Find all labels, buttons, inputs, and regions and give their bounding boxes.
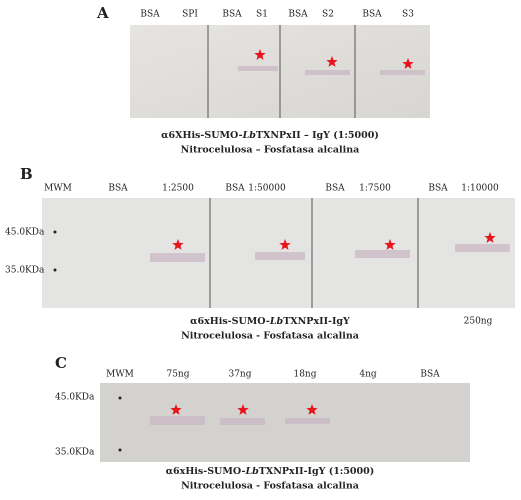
- lane-label: 37ng: [228, 370, 251, 380]
- lane-label: MWM: [106, 370, 134, 380]
- caption-italic: Lb: [269, 316, 284, 327]
- lane-label: S2: [322, 10, 334, 20]
- caption-line2: Nitrocelulosa – Fosfatasa alcalina: [181, 145, 360, 156]
- caption-italic: Lb: [244, 466, 259, 477]
- star: [237, 404, 249, 415]
- lane-label: 4ng: [359, 370, 377, 380]
- lane-label: BSA: [325, 184, 345, 194]
- lane-label: 1:50000: [248, 184, 286, 194]
- mw-marker: 35.0KDa: [55, 448, 95, 458]
- lane-label: MWM: [44, 184, 72, 194]
- lane-label: BSA: [108, 184, 128, 194]
- caption-line1: α6xHis-SUMO-LbTXNPxII-IgY (1:5000): [166, 466, 375, 477]
- lane-label: BSA: [288, 10, 308, 20]
- caption-part: TXNPxII-IgY: [283, 316, 350, 327]
- caption-line1: α6XHis-SUMO-LbTXNPxII – IgY (1:5000): [161, 130, 379, 141]
- bands: [150, 66, 510, 425]
- lane-label: BSA: [222, 10, 242, 20]
- amount-note: 250ng: [464, 317, 493, 327]
- caption-part: TXNPxII – IgY (1:5000): [256, 130, 379, 141]
- star: [172, 239, 184, 250]
- lane-label: S1: [256, 10, 268, 20]
- star: [326, 56, 338, 67]
- lane-label: SPI: [182, 10, 198, 20]
- lane-label: 1:10000: [461, 184, 499, 194]
- lane-label: BSA: [420, 370, 440, 380]
- panel-label: A: [96, 4, 109, 22]
- dividers: [207, 25, 419, 308]
- caption-part: α6xHis-SUMO-: [190, 316, 270, 327]
- ladder-dots: [53, 230, 122, 452]
- lane-label: 1:7500: [359, 184, 391, 194]
- star: [484, 232, 496, 243]
- lane-label: BSA: [428, 184, 448, 194]
- lane-label: S3: [402, 10, 414, 20]
- star: [279, 239, 291, 250]
- star: [254, 49, 266, 60]
- caption-line1: α6xHis-SUMO-LbTXNPxII-IgY: [190, 316, 350, 327]
- star: [384, 239, 396, 250]
- lane-label: 75ng: [166, 370, 189, 380]
- caption-line2: Nitrocelulosa - Fosfatasa alcalina: [181, 331, 359, 342]
- lane-label: 18ng: [293, 370, 316, 380]
- mw-marker: 45.0KDa: [55, 393, 95, 403]
- panel-label: C: [55, 354, 67, 372]
- star: [170, 404, 182, 415]
- caption-part: α6XHis-SUMO-: [161, 130, 242, 141]
- lane-label: BSA: [225, 184, 245, 194]
- caption-part: α6xHis-SUMO-: [166, 466, 246, 477]
- caption-line2: Nitrocelulosa - Fosfatasa alcalina: [181, 481, 359, 492]
- panel-label: B: [20, 165, 33, 183]
- star: [306, 404, 318, 415]
- caption-part: TXNPxII-IgY (1:5000): [259, 466, 374, 477]
- lane-label: 1:2500: [162, 184, 194, 194]
- lane-label: BSA: [362, 10, 382, 20]
- lane-label: BSA: [140, 10, 160, 20]
- caption-italic: Lb: [242, 130, 257, 141]
- mw-marker: 35.0KDa: [5, 266, 45, 276]
- mw-marker: 45.0KDa: [5, 228, 45, 238]
- star: [402, 58, 414, 69]
